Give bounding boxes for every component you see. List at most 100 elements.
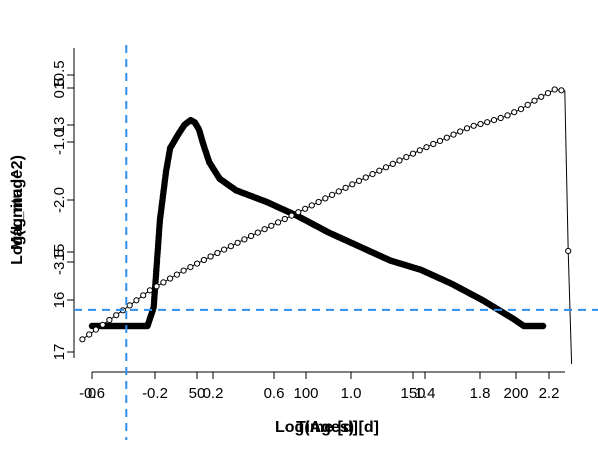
series-open-circle-point xyxy=(113,312,120,319)
y-tick-label: 16 xyxy=(51,292,68,309)
x-tick-label: -0.2 xyxy=(142,385,168,402)
series-open-circles xyxy=(79,86,573,365)
x-axis-title-overlay: Log(Ages) [d] xyxy=(275,419,379,436)
series-open-circle-point xyxy=(92,326,100,333)
series-open-circle-point xyxy=(423,144,430,151)
series-open-circle-point xyxy=(517,106,525,113)
x-tick-label-overlay: 50 xyxy=(189,385,206,402)
series-open-circle-point xyxy=(551,86,558,93)
series-open-circle-point xyxy=(457,128,464,135)
series-open-circle-point xyxy=(511,109,518,116)
axis-ticks xyxy=(67,74,550,379)
series-open-circle-point xyxy=(126,302,133,309)
y-tick-label-overlay: -1.0 xyxy=(51,129,68,155)
series-open-circle-point xyxy=(342,184,349,191)
series-open-circle-point xyxy=(153,283,160,290)
series-open-circle-point xyxy=(565,247,572,255)
series-open-circle-point xyxy=(221,246,228,253)
series-open-circle-point xyxy=(275,219,282,226)
series-open-circle-point xyxy=(133,297,140,304)
series-open-circle-point xyxy=(538,93,545,100)
x-tick-label: 0.2 xyxy=(203,385,224,402)
y-axis-title: Magnitude xyxy=(9,170,26,250)
series-open-circle-point xyxy=(207,253,214,260)
y-tick-label: 10.5 xyxy=(51,60,68,89)
series-open-circle-point xyxy=(403,154,410,161)
x-tick-label: 0.6 xyxy=(264,385,285,402)
series-open-circle-point xyxy=(268,222,275,229)
series-open-circle-point xyxy=(416,147,423,154)
x-tick-label: 1.8 xyxy=(470,385,491,402)
series-open-circle-point xyxy=(376,167,383,174)
y-tick-label: 13 xyxy=(51,117,68,134)
series-open-circle-point xyxy=(497,114,504,122)
series-open-circle-point xyxy=(531,97,538,104)
series-open-circle-point xyxy=(254,229,261,236)
x-tick-label: 1.4 xyxy=(415,385,436,402)
series-open-circle-point xyxy=(524,101,531,109)
series-open-circle-point xyxy=(146,287,153,294)
series-open-circle-point xyxy=(281,215,288,223)
series-open-circle-point xyxy=(315,198,322,206)
series-open-circle-point xyxy=(295,209,302,216)
series-open-circle-point xyxy=(187,264,194,271)
series-open-circle-point xyxy=(544,90,552,97)
series-open-circle-point xyxy=(436,137,444,144)
series-open-circle-point xyxy=(450,131,457,138)
series-open-circle-point xyxy=(288,212,295,219)
series-open-circle-point xyxy=(470,122,477,129)
series-open-circle-point xyxy=(261,226,268,233)
plot-frame xyxy=(73,48,565,373)
series-open-circle-point xyxy=(369,171,376,178)
series-open-circle-point xyxy=(349,181,356,188)
series-open-circle-point xyxy=(355,177,363,184)
y-tick-label-overlay: 0.5 xyxy=(51,78,68,99)
y-axis-title-overlay: Log(L_mag^2) xyxy=(9,155,26,265)
y-tick-label-overlay: 15 xyxy=(51,244,68,261)
series-open-circle-point xyxy=(335,188,342,195)
reference-lines xyxy=(74,45,598,440)
x-tick-label: 1.0 xyxy=(341,385,362,402)
series-open-circle-point xyxy=(490,117,498,124)
y-tick-label-overlay: -2.0 xyxy=(51,187,68,213)
series-open-circle-point xyxy=(504,112,511,119)
series-open-circle-point xyxy=(79,336,86,343)
series-open-circles-line xyxy=(82,88,573,365)
series-open-circle-point xyxy=(99,321,106,328)
series-filled-points xyxy=(88,116,547,330)
series-open-circle-point xyxy=(322,195,329,202)
series-open-circle-point xyxy=(194,260,201,267)
series-open-circle-point xyxy=(248,232,255,240)
x-tick-label: 2.2 xyxy=(539,385,560,402)
series-open-circle-point xyxy=(389,160,396,167)
series-open-circle-point xyxy=(173,271,180,278)
series-open-circle-point xyxy=(329,191,336,198)
x-tick-label: -0.6 xyxy=(79,385,105,402)
series-open-circle-point xyxy=(396,157,403,164)
series-open-circle-point xyxy=(227,243,234,250)
series-open-circle-point xyxy=(86,331,93,338)
series-open-circle-point xyxy=(214,249,221,257)
series-open-circle-point xyxy=(180,267,187,274)
series-open-circle-point xyxy=(200,256,207,264)
series-open-circle-point xyxy=(430,140,437,148)
y-tick-label: 17 xyxy=(51,344,68,361)
series-open-circle-point xyxy=(409,150,417,157)
series-open-circle-point xyxy=(234,239,241,246)
series-open-circle-point xyxy=(160,279,167,286)
series-open-circle-point xyxy=(241,236,248,243)
series-open-circle-point xyxy=(302,205,309,212)
x-axis-title: Time [d] xyxy=(296,419,358,436)
series-open-circle-point xyxy=(106,316,113,324)
series-open-circle-point xyxy=(443,134,450,141)
axis-tick-labels: -0.6 -0.2 0.2 0.6 1.0 1.4 1.8 2.2 0 50 100 150 200 10… xyxy=(51,60,559,402)
x-tick-label-overlay: 150 xyxy=(400,385,425,402)
series-open-circle-point xyxy=(140,292,147,299)
series-open-circle-point xyxy=(477,120,484,128)
x-tick-label-overlay: 0 xyxy=(88,385,96,402)
series-open-circle-point xyxy=(484,119,491,126)
y-tick-label-overlay: -3.5 xyxy=(51,249,68,275)
series-open-circle-point xyxy=(362,174,369,181)
series-filled-point xyxy=(539,322,547,330)
